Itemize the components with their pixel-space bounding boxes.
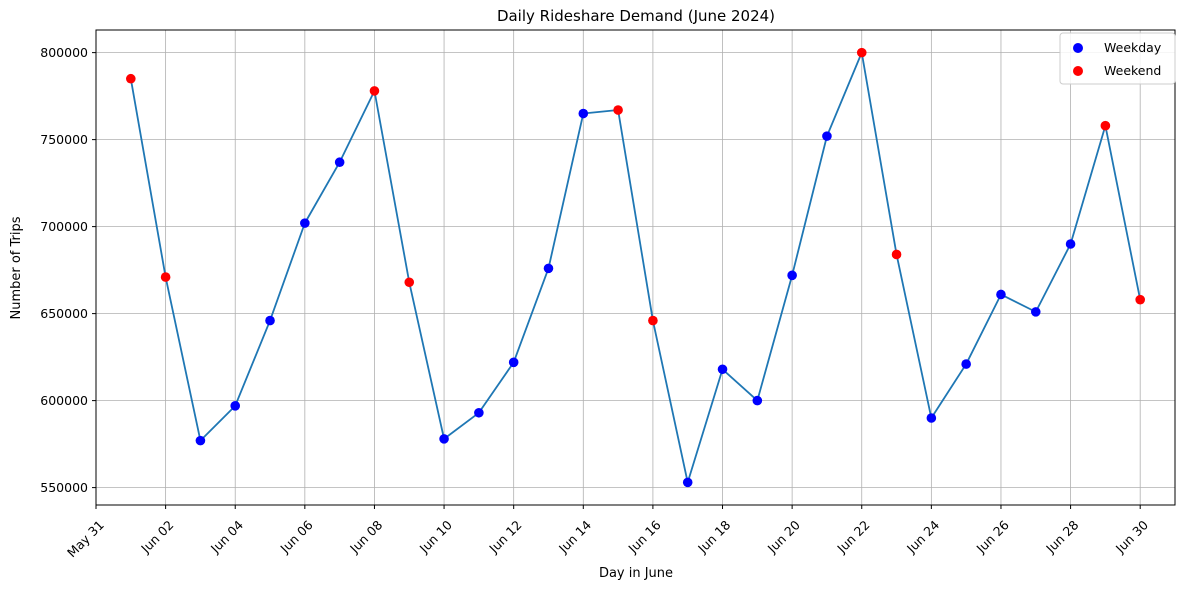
- weekday-point: [196, 436, 206, 446]
- weekend-point: [892, 250, 902, 260]
- weekday-point: [265, 316, 275, 326]
- series-line: [131, 53, 1140, 483]
- weekend-point: [857, 48, 867, 58]
- weekend-point: [648, 316, 658, 326]
- weekday-point: [718, 364, 728, 374]
- weekday-point: [439, 434, 449, 444]
- weekend-point: [1135, 295, 1145, 305]
- weekend-point: [370, 86, 380, 96]
- y-tick-label: 650000: [40, 306, 88, 321]
- x-tick-label: Jun 16: [625, 517, 664, 556]
- x-tick-label: Jun 08: [346, 517, 385, 556]
- y-tick-label: 600000: [40, 393, 88, 408]
- weekday-point: [300, 218, 310, 228]
- y-axis-label: Number of Trips: [9, 216, 24, 319]
- weekday-point: [927, 413, 937, 423]
- x-axis-ticks: May 31 Jun 02 Jun 04 Jun 06 Jun 08 Jun 10 Jun …: [64, 505, 1151, 560]
- weekday-point: [1031, 307, 1041, 317]
- weekend-point: [161, 272, 171, 282]
- x-tick-label: Jun 24: [903, 517, 942, 556]
- x-tick-label: Jun 10: [416, 517, 455, 556]
- weekend-point: [404, 277, 414, 287]
- y-tick-label: 550000: [40, 480, 88, 495]
- series-line-layer: [131, 53, 1140, 483]
- legend-label-weekday: Weekday: [1104, 40, 1162, 55]
- weekend-point: [1101, 121, 1111, 131]
- legend-marker-weekend: [1073, 66, 1083, 76]
- weekday-point: [961, 359, 971, 369]
- legend: Weekday Weekend: [1060, 33, 1175, 84]
- weekday-point: [335, 157, 345, 167]
- weekend-point: [126, 74, 136, 84]
- weekday-point: [683, 478, 693, 488]
- y-tick-label: 700000: [40, 219, 88, 234]
- weekday-point: [996, 290, 1006, 300]
- weekday-point: [822, 131, 832, 141]
- plot-frame: [96, 30, 1175, 505]
- x-tick-label: Jun 22: [833, 517, 872, 556]
- x-tick-label: Jun 18: [694, 517, 733, 556]
- grid: [96, 30, 1175, 505]
- x-tick-label: Jun 30: [1112, 517, 1151, 556]
- x-axis-label: Day in June: [599, 566, 673, 581]
- weekday-point: [1066, 239, 1076, 249]
- x-tick-label: Jun 06: [277, 517, 316, 556]
- x-tick-label: Jun 14: [555, 517, 594, 556]
- weekday-point: [509, 358, 519, 368]
- x-tick-label: Jun 20: [764, 517, 803, 556]
- weekend-point: [613, 105, 623, 115]
- chart-title: Daily Rideshare Demand (June 2024): [497, 7, 775, 25]
- weekday-point: [787, 271, 797, 281]
- weekday-point: [230, 401, 240, 411]
- weekday-point: [578, 109, 588, 119]
- y-tick-label: 750000: [40, 132, 88, 147]
- x-tick-label: Jun 12: [485, 517, 524, 556]
- data-points: [126, 48, 1145, 487]
- x-tick-label: Jun 02: [137, 517, 176, 556]
- weekday-point: [544, 264, 554, 274]
- x-tick-label: Jun 04: [207, 517, 246, 556]
- legend-label-weekend: Weekend: [1104, 63, 1161, 78]
- y-tick-label: 800000: [40, 45, 88, 60]
- y-axis-ticks: 550000 600000 650000 700000 750000 800000: [40, 45, 96, 495]
- weekday-point: [474, 408, 484, 418]
- x-tick-label: Jun 26: [973, 517, 1012, 556]
- x-tick-label: May 31: [64, 517, 107, 560]
- legend-marker-weekday: [1073, 43, 1083, 53]
- weekday-point: [753, 396, 763, 406]
- x-tick-label: Jun 28: [1042, 517, 1081, 556]
